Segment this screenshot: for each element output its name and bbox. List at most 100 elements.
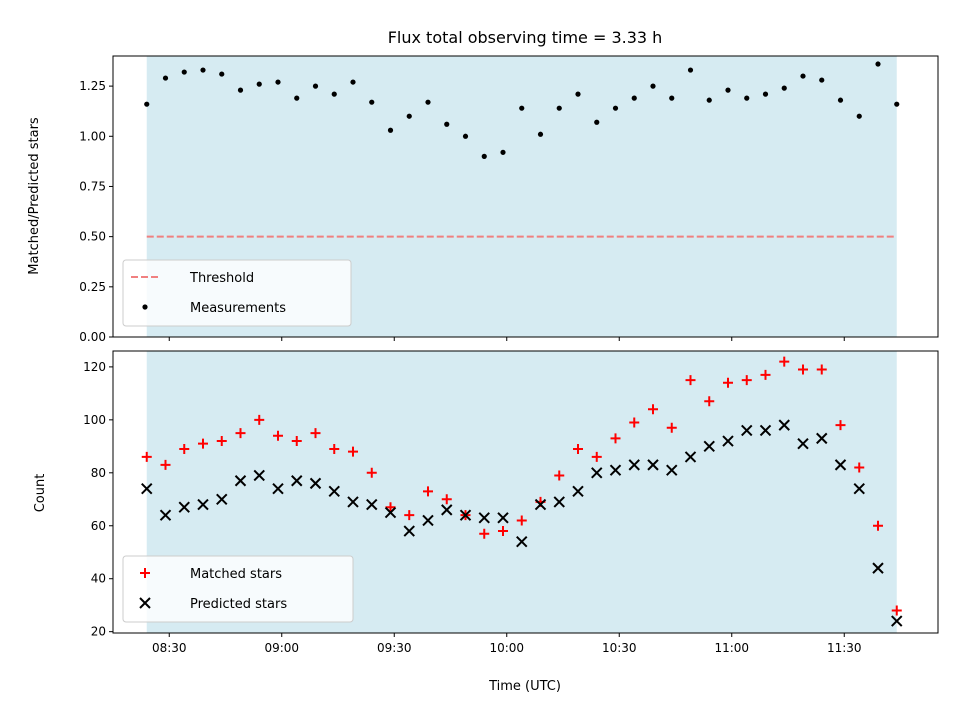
matched-star-point — [235, 428, 246, 439]
predicted-star-point — [141, 482, 153, 495]
matched-star-point — [610, 433, 621, 444]
measurement-point — [331, 91, 337, 97]
measurement-point — [706, 97, 712, 103]
legend-box — [122, 259, 352, 327]
legend-predicted-swatch — [139, 597, 151, 609]
predicted-star-point — [759, 424, 772, 437]
predicted-star-point — [684, 451, 697, 463]
matched-star-point — [498, 526, 508, 537]
predicted-star-point — [291, 475, 303, 487]
matched-star-point — [160, 459, 171, 470]
matched-star-point — [479, 528, 490, 539]
y-tick-label: 0.50 — [79, 230, 106, 244]
matched-star-point — [723, 377, 733, 388]
y-tick-label: 100 — [83, 413, 106, 427]
matched-star-point — [348, 446, 358, 457]
measurement-point — [612, 105, 619, 111]
matched-star-point — [760, 369, 771, 380]
legend-label: Predicted stars — [190, 597, 287, 612]
legend-label: Threshold — [189, 271, 254, 286]
measurement-point — [350, 79, 356, 85]
matched-star-point — [666, 422, 677, 433]
legend-measurement-swatch — [142, 304, 148, 310]
predicted-star-point — [534, 498, 547, 511]
measurement-point — [631, 95, 637, 101]
predicted-star-point — [459, 509, 472, 521]
matched-star-point — [704, 396, 715, 407]
predicted-star-point — [666, 464, 678, 476]
x-tick-label: 11:30 — [827, 641, 862, 655]
y-tick-label: 80 — [91, 466, 106, 480]
predicted-star-point — [609, 464, 622, 476]
predicted-star-point — [309, 477, 322, 490]
measurement-point — [444, 121, 450, 127]
predicted-star-point — [628, 459, 640, 471]
measurement-point — [669, 95, 675, 101]
y-tick-label: 1.25 — [79, 79, 106, 93]
top-panel: 0.00 0.25 0.50 0.75 1.00 1.25 Threshold Measure… — [79, 55, 939, 344]
predicted-star-point — [441, 504, 453, 516]
measurement-point — [387, 127, 394, 133]
matched-star-point — [366, 467, 377, 478]
matched-star-point — [291, 436, 302, 447]
predicted-star-point — [591, 467, 603, 479]
x-tick-label: 08:30 — [152, 641, 187, 655]
measurement-point — [575, 91, 581, 97]
y-tick-label: 40 — [91, 572, 106, 586]
x-tick-label: 10:00 — [489, 641, 524, 655]
predicted-star-point — [797, 437, 809, 450]
y-tick-label: 120 — [83, 360, 106, 374]
bottom-panel: 20 40 60 80 100 120 08:30 09:00 09:30 10:00 10:30 1… — [83, 350, 939, 655]
legend-label: Matched stars — [190, 567, 282, 582]
measurement-point — [181, 69, 187, 75]
predicted-star-point — [516, 535, 528, 548]
predicted-star-point — [891, 615, 903, 627]
predicted-star-point — [703, 440, 715, 453]
matched-star-point — [573, 443, 583, 454]
matched-star-point — [516, 515, 527, 526]
measurement-point — [519, 105, 525, 111]
y-tick-label: 0.00 — [79, 330, 106, 344]
y-tick-label: 0.25 — [79, 280, 106, 294]
chart-title: Flux total observing time = 3.33 h — [388, 28, 663, 47]
matched-star-point — [854, 462, 865, 473]
measurement-point — [406, 113, 412, 119]
measurement-point — [369, 99, 375, 105]
matched-star-point — [310, 428, 321, 439]
matched-star-point — [891, 605, 902, 616]
matched-star-point — [779, 356, 790, 367]
measurement-point — [762, 91, 769, 97]
predicted-star-point — [778, 419, 790, 431]
measurement-point — [781, 85, 787, 91]
predicted-star-point — [234, 475, 247, 487]
measurement-point — [425, 99, 431, 105]
measurement-point — [237, 87, 244, 93]
measurement-point — [687, 67, 694, 73]
predicted-star-point — [347, 496, 359, 508]
matched-star-point — [179, 443, 190, 454]
plot-frame — [112, 55, 939, 338]
matched-star-point — [404, 510, 415, 521]
predicted-star-point — [272, 482, 284, 495]
measurement-point — [837, 97, 844, 103]
matched-star-point — [591, 451, 602, 462]
predicted-star-point — [647, 459, 659, 471]
bottom-y-axis-label: Count — [33, 474, 48, 513]
predicted-star-point — [384, 506, 397, 519]
matched-star-point — [141, 451, 152, 462]
matched-star-point — [816, 364, 827, 375]
measurement-point — [312, 83, 319, 89]
predicted-star-point — [853, 482, 865, 495]
measurement-point — [744, 95, 750, 101]
measurement-point — [481, 153, 487, 159]
predicted-star-point — [253, 469, 265, 482]
predicted-star-point — [478, 512, 490, 524]
measurement-point — [462, 133, 469, 139]
measurement-point — [819, 77, 825, 83]
matched-star-point — [554, 470, 565, 481]
matched-star-point — [254, 414, 265, 425]
predicted-star-point — [572, 485, 584, 498]
predicted-star-point — [816, 432, 828, 445]
matched-star-point — [648, 404, 658, 415]
